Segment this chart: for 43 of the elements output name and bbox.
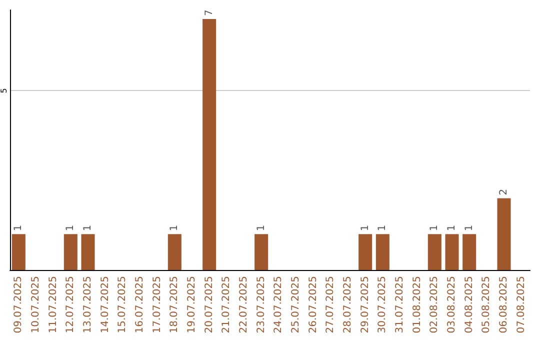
data-label: 1 [256,224,267,232]
x-tick-label: 14.07.2025 [100,276,111,334]
x-tick-label: 06.08.2025 [498,276,510,334]
data-label: 1 [13,224,24,232]
x-tick-label: 10.07.2025 [30,276,42,334]
x-tick-label: 25.07.2025 [290,276,302,334]
x-tick-label: 24.07.2025 [273,276,284,334]
x-tick-label: 31.07.2025 [394,276,406,334]
x-tick-label: 21.07.2025 [221,276,232,334]
data-label: 7 [204,10,215,16]
x-tick-label: 20.07.2025 [204,276,215,334]
x-tick-label: 29.07.2025 [360,276,371,334]
x-tick-label: 18.07.2025 [169,276,180,334]
x-tick-label: 17.07.2025 [152,276,163,334]
x-tick-label: 09.07.2025 [13,276,24,334]
x-tick-label: 23.07.2025 [256,276,267,334]
data-label: 1 [464,224,475,232]
x-tick-label: 02.08.2025 [429,276,440,334]
x-tick-label: 03.08.2025 [446,276,458,334]
data-label: 1 [360,224,371,232]
data-label: 1 [377,224,388,232]
data-label: 1 [65,224,76,232]
x-tick-label: 12.07.2025 [65,276,76,334]
data-label: 2 [498,188,510,196]
x-tick-label: 15.07.2025 [117,276,128,334]
x-tick-label: 11.07.2025 [48,276,59,334]
x-tick-label: 26.07.2025 [308,276,319,334]
x-tick-label: 27.07.2025 [325,276,336,334]
data-label: 1 [169,224,180,232]
data-label: 1 [82,224,94,232]
x-tick-label: 28.07.2025 [342,276,354,334]
x-tick-label: 30.07.2025 [377,276,388,334]
x-tick-label: 16.07.2025 [134,276,146,334]
x-tick-label: 13.07.2025 [82,276,94,334]
data-label: 1 [446,224,458,232]
x-tick-label: 01.08.2025 [412,276,423,334]
x-tick-label: 22.07.2025 [238,276,250,334]
x-tick-label: 04.08.2025 [464,276,475,334]
x-tick-label: 19.07.2025 [186,276,198,334]
x-tick-label: 07.08.2025 [516,276,527,334]
y-tick-label: 5 [0,88,8,94]
x-tick-label: 05.08.2025 [481,276,492,334]
data-label: 1 [429,224,440,232]
